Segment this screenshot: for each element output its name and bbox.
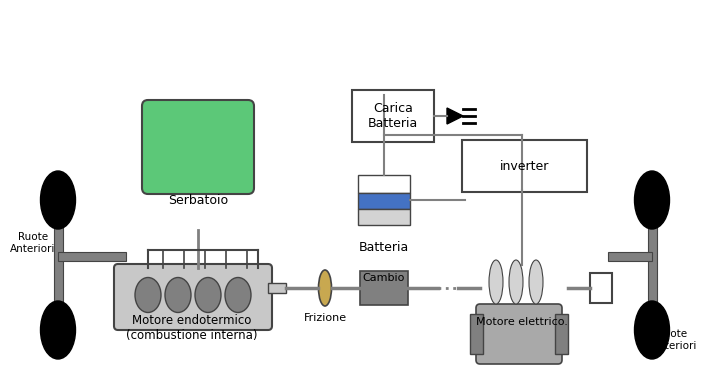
Text: Cambio: Cambio: [363, 273, 405, 283]
FancyBboxPatch shape: [54, 185, 63, 320]
Ellipse shape: [135, 277, 161, 312]
FancyBboxPatch shape: [648, 185, 657, 320]
Ellipse shape: [41, 301, 75, 359]
FancyBboxPatch shape: [462, 140, 587, 192]
Text: Batteria: Batteria: [359, 240, 409, 254]
FancyBboxPatch shape: [360, 271, 408, 305]
FancyBboxPatch shape: [114, 264, 272, 330]
FancyBboxPatch shape: [470, 314, 483, 354]
Text: Ruote
Anteriori: Ruote Anteriori: [11, 232, 55, 254]
FancyBboxPatch shape: [476, 304, 562, 364]
Text: inverter: inverter: [500, 159, 549, 172]
Text: Motore endotermico
(combustione interna): Motore endotermico (combustione interna): [127, 314, 258, 342]
FancyBboxPatch shape: [555, 314, 568, 354]
Text: Carica
Batteria: Carica Batteria: [368, 102, 418, 130]
Ellipse shape: [225, 277, 251, 312]
FancyBboxPatch shape: [142, 100, 254, 194]
FancyBboxPatch shape: [358, 193, 410, 209]
FancyBboxPatch shape: [358, 175, 410, 193]
Ellipse shape: [41, 171, 75, 229]
Text: Ruote
Posteriori: Ruote Posteriori: [647, 329, 697, 351]
Ellipse shape: [634, 301, 670, 359]
Polygon shape: [447, 108, 463, 124]
FancyBboxPatch shape: [268, 283, 286, 293]
Text: Serbatoio: Serbatoio: [168, 193, 228, 207]
Ellipse shape: [529, 260, 543, 304]
Ellipse shape: [489, 260, 503, 304]
Ellipse shape: [195, 277, 221, 312]
FancyBboxPatch shape: [352, 90, 434, 142]
FancyBboxPatch shape: [358, 209, 410, 225]
FancyBboxPatch shape: [590, 273, 612, 303]
Text: Motore elettrico.: Motore elettrico.: [476, 317, 568, 327]
Ellipse shape: [634, 171, 670, 229]
Text: Frizione: Frizione: [304, 313, 346, 323]
FancyBboxPatch shape: [58, 252, 126, 261]
Ellipse shape: [165, 277, 191, 312]
Ellipse shape: [509, 260, 523, 304]
FancyBboxPatch shape: [608, 252, 652, 261]
Ellipse shape: [319, 270, 331, 306]
